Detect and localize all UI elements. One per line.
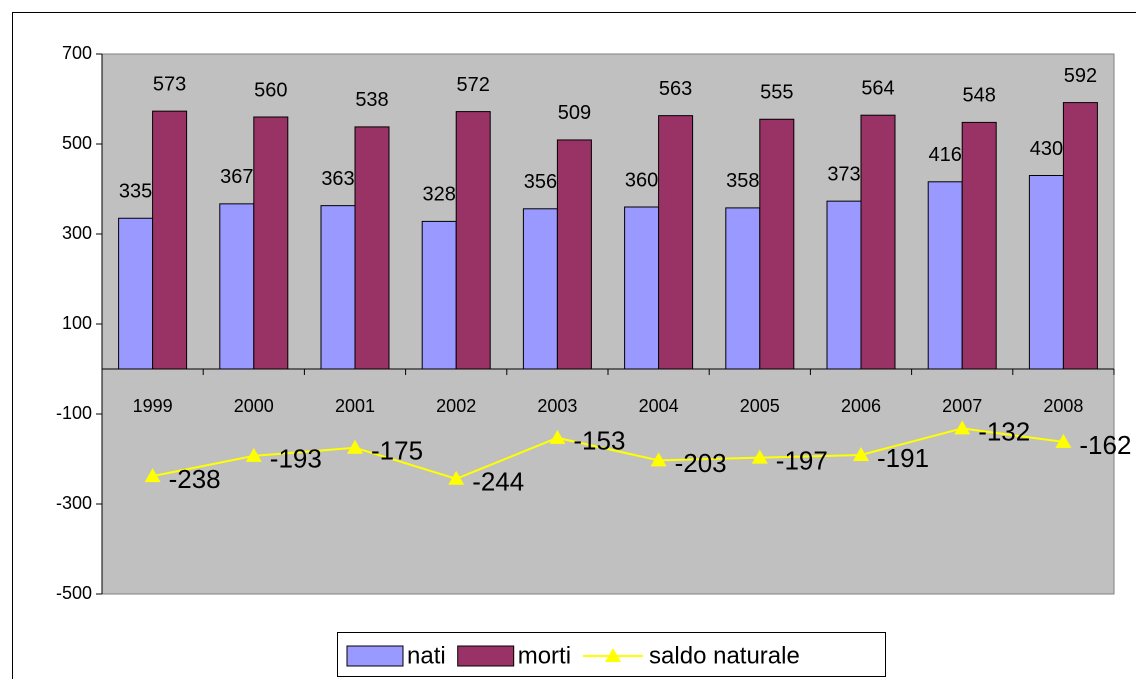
bar-label: 564	[861, 77, 894, 99]
line-label: -193	[270, 444, 322, 474]
y-tick-label: 300	[62, 223, 92, 243]
bar	[725, 207, 761, 370]
bar-label: 367	[220, 166, 253, 188]
bar-label: 592	[1064, 65, 1097, 87]
legend-swatch	[346, 645, 404, 667]
bar	[118, 217, 154, 370]
line-label: -175	[371, 436, 423, 466]
legend-label: saldo naturale	[649, 642, 800, 669]
x-tick-label: 2005	[740, 396, 780, 416]
x-tick-label: 2008	[1043, 396, 1083, 416]
bar-label: 360	[625, 169, 658, 191]
x-tick-label: 2001	[335, 396, 375, 416]
y-tick-label: -100	[56, 403, 92, 423]
bar-label: 328	[423, 184, 456, 206]
y-tick-label: 500	[62, 133, 92, 153]
line-marker	[245, 447, 262, 462]
bar-label: 555	[760, 82, 793, 104]
y-tick-label: -300	[56, 493, 92, 513]
bar	[152, 110, 188, 370]
x-tick-label: 1999	[133, 396, 173, 416]
line-label: -238	[169, 464, 221, 494]
bar-label: 356	[524, 171, 557, 193]
line-label: -153	[573, 426, 625, 456]
bar	[219, 203, 255, 370]
bar-label: 430	[1030, 138, 1063, 160]
line-marker	[1055, 433, 1072, 448]
bar	[522, 208, 558, 370]
bar	[455, 111, 491, 370]
x-tick-label: 2006	[841, 396, 881, 416]
line-marker	[853, 446, 869, 461]
bar-label: 573	[153, 73, 186, 95]
bar	[658, 115, 694, 370]
line-marker	[650, 452, 667, 467]
line-marker	[751, 449, 768, 464]
legend-label: morti	[518, 642, 571, 669]
bar-label: 563	[659, 78, 692, 100]
bar	[1028, 175, 1064, 370]
bar-label: 363	[321, 168, 354, 190]
x-tick-label: 2007	[942, 396, 982, 416]
legend-swatch	[457, 645, 515, 667]
line-marker	[144, 468, 161, 483]
bar	[253, 116, 289, 370]
x-tick-label: 2003	[537, 396, 577, 416]
x-tick-label: 2002	[436, 396, 476, 416]
legend-label: nati	[407, 642, 446, 669]
bar	[826, 200, 862, 370]
line-label: -162	[1079, 430, 1131, 460]
bar	[1062, 102, 1098, 370]
bar	[759, 118, 795, 370]
line-label: -197	[776, 446, 828, 476]
bar	[320, 205, 356, 370]
bar-label: 416	[929, 144, 962, 166]
line	[152, 427, 1064, 480]
bar-label: 358	[726, 170, 759, 192]
bar-label: 335	[119, 181, 152, 203]
y-tick-label: 700	[62, 43, 92, 63]
bar	[961, 121, 997, 370]
x-tick-label: 2004	[639, 396, 679, 416]
line-label: -203	[675, 448, 727, 478]
line-label: -132	[978, 416, 1030, 446]
bar-label: 538	[355, 89, 388, 111]
bar-label: 509	[558, 102, 591, 124]
bar	[927, 181, 963, 370]
line-marker	[549, 429, 566, 444]
bar	[556, 139, 592, 370]
line-label: -244	[472, 467, 524, 497]
bar	[354, 126, 390, 370]
y-tick-label: -500	[56, 583, 92, 603]
bar-label: 548	[963, 85, 996, 107]
bar-label: 560	[254, 79, 287, 101]
line-marker	[347, 439, 363, 454]
legend-swatch	[605, 648, 622, 662]
line-marker	[448, 470, 465, 485]
bar	[421, 220, 457, 370]
bar-label: 572	[457, 74, 490, 96]
line-marker	[954, 420, 971, 435]
y-tick-label: 100	[62, 313, 92, 333]
bar	[624, 206, 660, 370]
bar-label: 373	[827, 163, 860, 185]
bar	[860, 114, 896, 370]
x-tick-label: 2000	[234, 396, 274, 416]
line-label: -191	[877, 443, 929, 473]
